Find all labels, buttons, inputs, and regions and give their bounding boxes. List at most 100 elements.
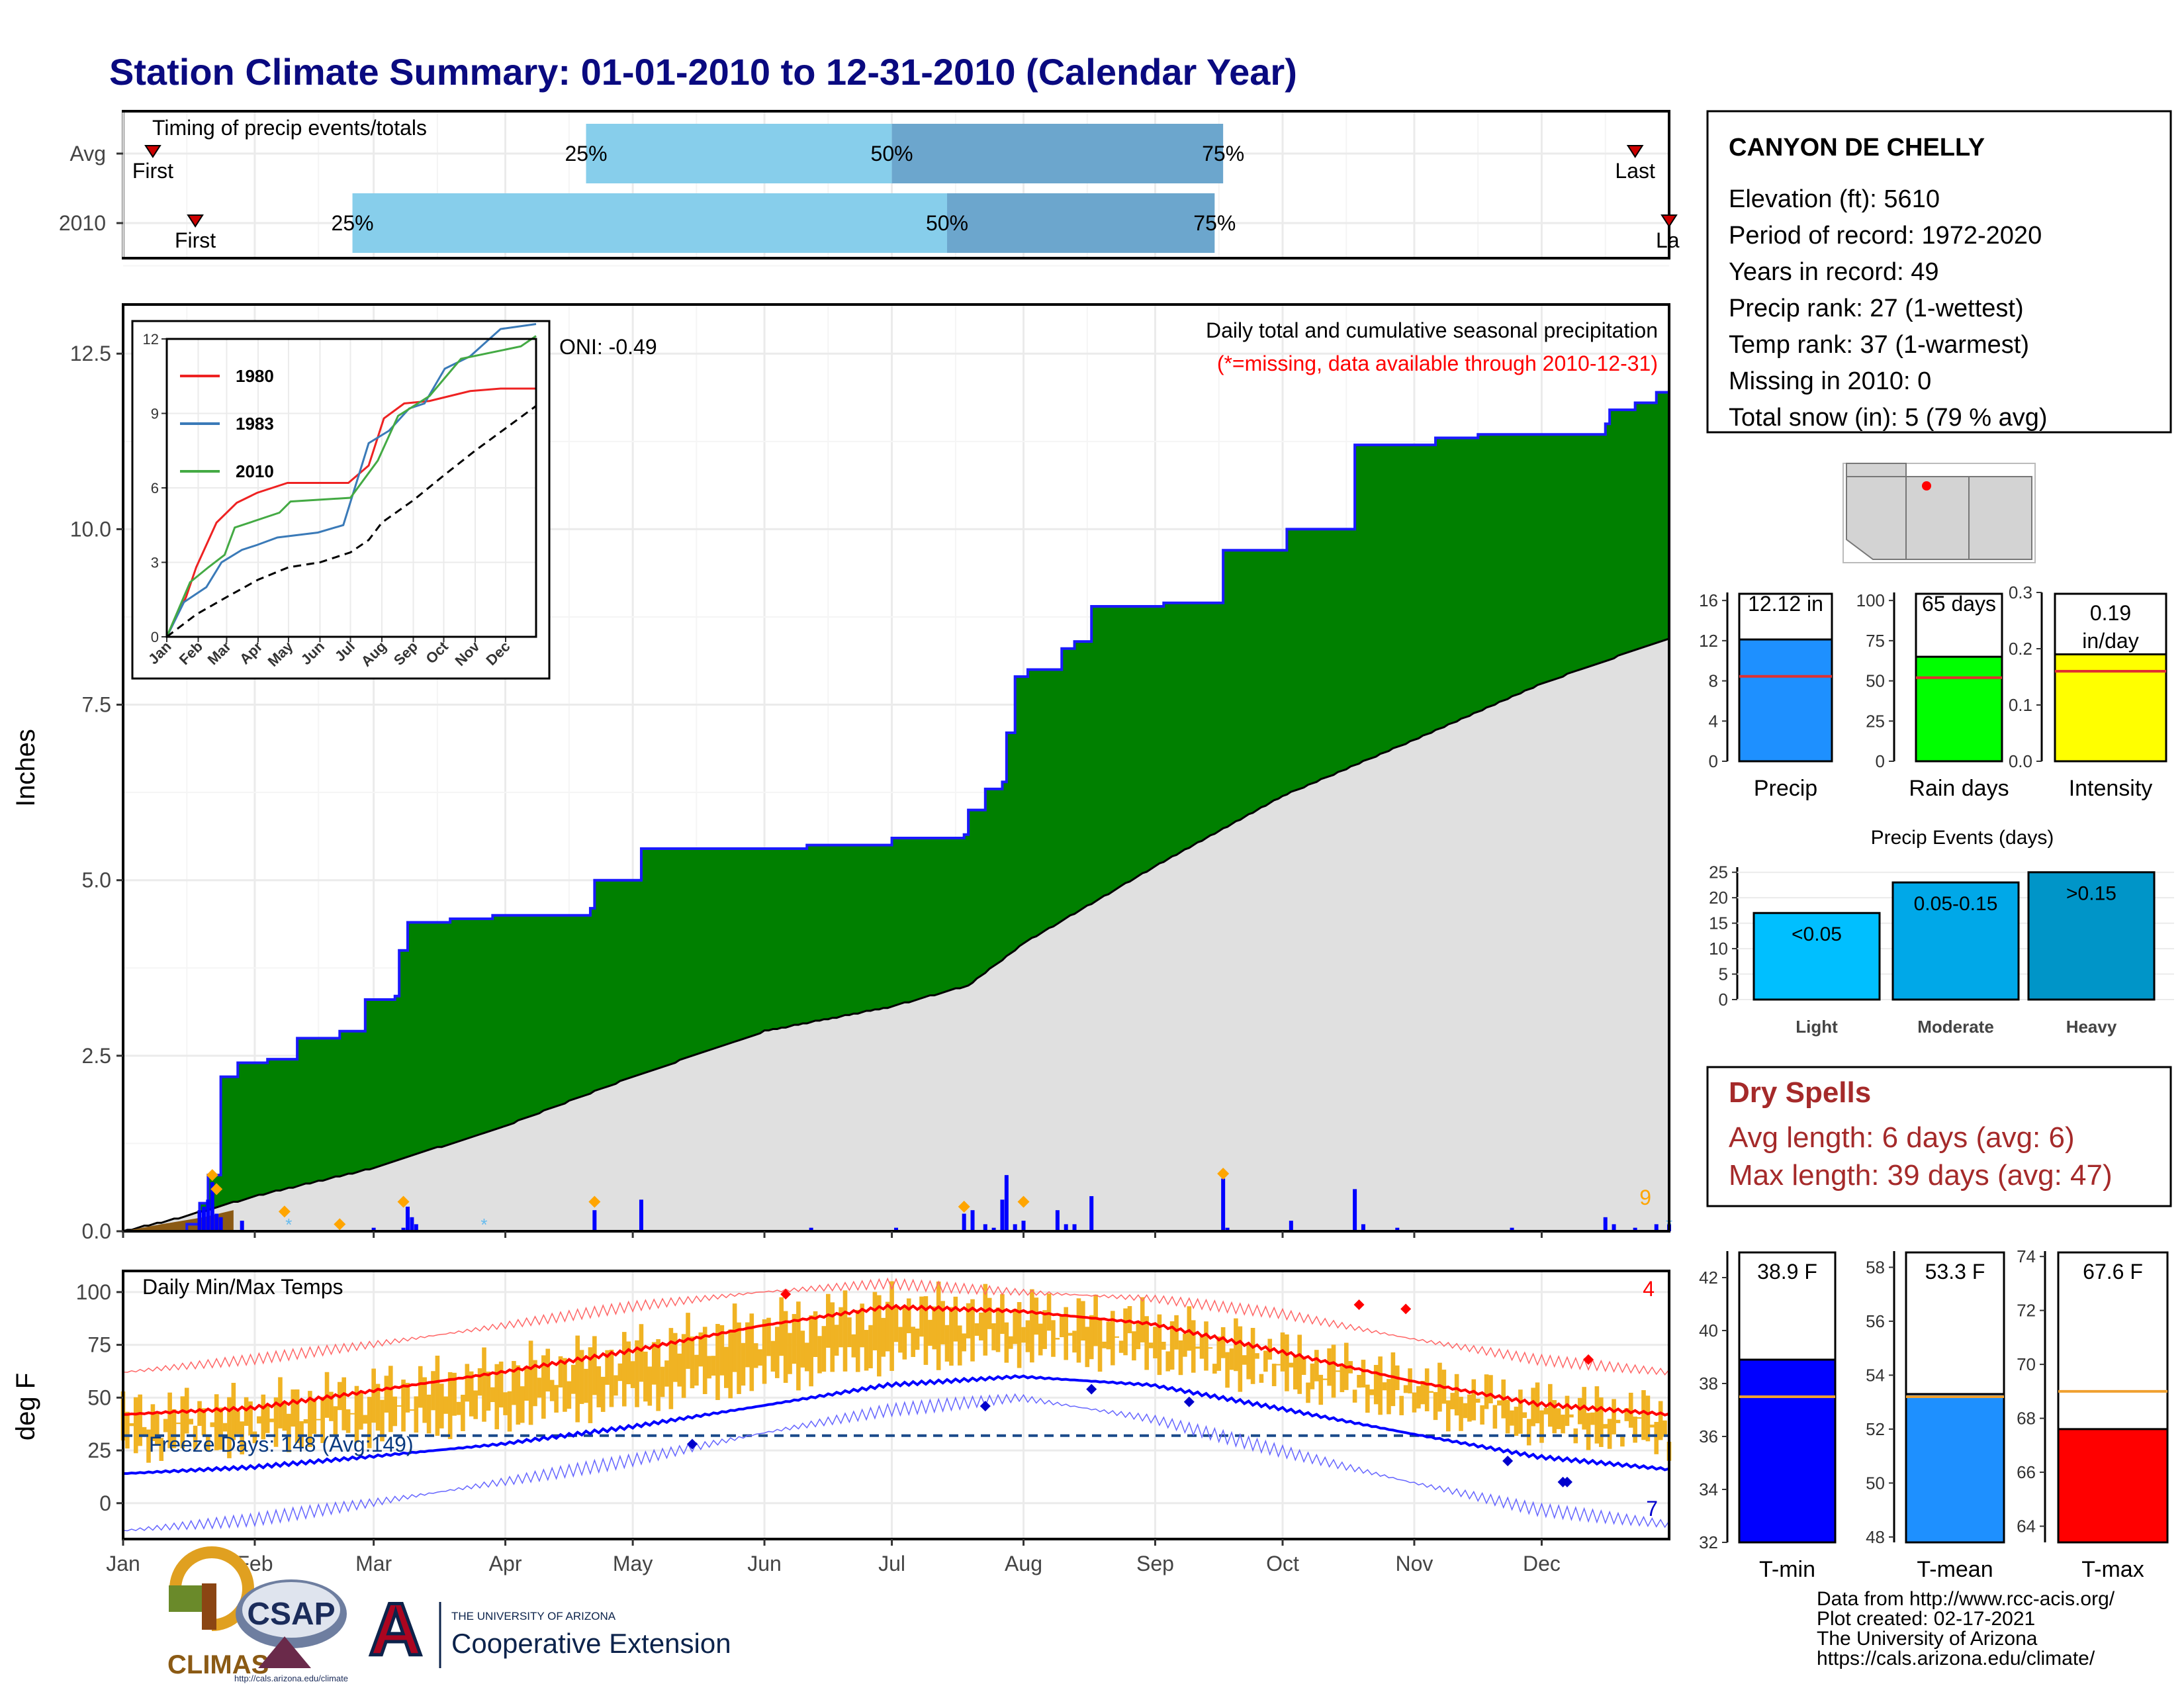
daily-temp-bar [915,1328,920,1350]
daily-temp-bar [1505,1399,1510,1434]
inset-legend-label: 2010 [236,461,274,481]
daily-temp-bar [690,1336,695,1389]
daily-temp-bar [813,1311,818,1358]
daily-temp-bar [1577,1397,1582,1425]
daily-temp-bar [401,1380,406,1432]
daily-temp-bar [269,1419,274,1423]
daily-temp-bar [1569,1414,1574,1418]
daily-temp-bar [1229,1348,1234,1370]
daily-precip-bar [1064,1224,1068,1231]
record-max-marker [780,1289,792,1300]
timing-first-marker [187,214,204,228]
daily-temp-bar [155,1413,159,1444]
daily-temp-bar [737,1322,741,1394]
timing-label-50: 50% [871,142,913,165]
daily-temp-bar [261,1394,266,1440]
daily-precip-bar [1612,1224,1616,1231]
daily-temp-bar [1352,1389,1357,1403]
daily-temp-bar [359,1391,363,1430]
daily-temp-bar [584,1368,588,1403]
daily-temp-bar [1059,1315,1064,1338]
daily-precip-bar [214,1213,219,1231]
temp-ytick-label: 100 [76,1280,111,1304]
daily-temp-bar [783,1311,788,1383]
inset-series-line [165,335,537,637]
daily-temp-bar [817,1336,822,1374]
daily-temp-bar [1459,1397,1463,1431]
daily-temp-bar [1144,1316,1149,1370]
daily-precip-bar [401,1227,406,1231]
daily-temp-bar [1633,1416,1637,1443]
daily-temp-bar [524,1366,529,1401]
daily-temp-bar [957,1325,962,1366]
daily-temp-bar [881,1317,886,1357]
small-chart-value-label: 12.12 in [1748,592,1823,616]
daily-temp-bar [672,1333,678,1382]
daily-temp-bar [1331,1344,1336,1398]
daily-temp-bar [184,1387,189,1434]
small-chart-xlabel: T-max [2081,1557,2144,1582]
daily-precip-bar [592,1210,597,1231]
small-chart-ytick-label: 68 [2017,1409,2036,1429]
daily-temp-bar [354,1385,359,1443]
daily-temp-bar [1662,1420,1667,1437]
small-chart-ytick-label: 58 [1866,1257,1885,1277]
daily-temp-bar [1556,1408,1561,1429]
small-chart-ytick-label: 0 [1876,751,1885,771]
daily-temp-bar [1165,1351,1171,1372]
small-chart-ytick-label: 66 [2017,1462,2036,1482]
small-chart-value-label: in/day [2082,629,2138,653]
daily-temp-bar [579,1350,584,1404]
record-min-marker [979,1401,991,1412]
daily-precip-bar [1633,1227,1637,1231]
daily-temp-bar [1169,1321,1175,1370]
small-chart-value-label: 0.19 [2090,601,2131,625]
daily-temp-bar [1102,1341,1107,1348]
daily-precip-bar [1055,1210,1060,1231]
daily-temp-bar [1535,1382,1540,1424]
avg-min-line [122,1374,1670,1476]
daily-temp-bar [1140,1297,1145,1342]
daily-temp-bar [970,1299,975,1362]
small-chart-bar [1738,638,1833,763]
small-chart-value-label: 67.6 F [2083,1260,2143,1284]
snow-marker [1217,1168,1230,1180]
texas-shape [1968,476,2032,560]
daily-temp-bar [363,1415,368,1424]
daily-temp-bar [1654,1422,1659,1454]
daily-temp-bar [1187,1306,1192,1351]
daily-temp-bar [329,1391,334,1421]
daily-precip-bar [1013,1224,1017,1231]
small-chart-rain_days: 0 25 50 75 100 65 days Rain days [1856,590,2009,801]
timing-bar-50-75-Avg [891,124,1224,183]
small-chart-ytick-label: 50 [1866,671,1885,691]
daily-temp-bar [422,1377,427,1423]
precip-events-xlabel: Moderate [1917,1017,1994,1037]
daily-temp-bar [928,1319,933,1346]
daily-temp-bar [384,1376,389,1413]
station-years: Years in record: 49 [1729,258,1939,286]
timing-last-marker [1626,145,1644,158]
daily-temp-bar [686,1313,690,1369]
daily-temp-bar [923,1296,929,1365]
daily-temp-bar [626,1341,631,1385]
daily-temp-bar [138,1394,142,1446]
daily-temp-bar [176,1423,181,1425]
small-chart-tmax: 64 66 68 70 72 74 67.6 F T-max [2017,1246,2169,1582]
daily-temp-bar [1250,1327,1255,1384]
small-chart-ytick-label: 0 [1709,751,1718,771]
daily-precip-bar [970,1210,975,1231]
daily-temp-bar [235,1411,240,1434]
snow-marker [206,1169,218,1182]
daily-temp-bar [694,1354,699,1386]
month-xtick-label: Jul [878,1552,905,1575]
timing-ylabel-2010: 2010 [59,211,106,235]
daily-temp-bar [962,1333,966,1352]
ua-logo-small-text: THE UNIVERSITY OF ARIZONA [451,1610,616,1622]
daily-temp-bar [1531,1387,1535,1427]
daily-temp-bar [1322,1378,1328,1380]
daily-temp-bar [983,1284,988,1356]
daily-temp-bar [410,1409,414,1411]
daily-temp-bar [1548,1383,1553,1427]
